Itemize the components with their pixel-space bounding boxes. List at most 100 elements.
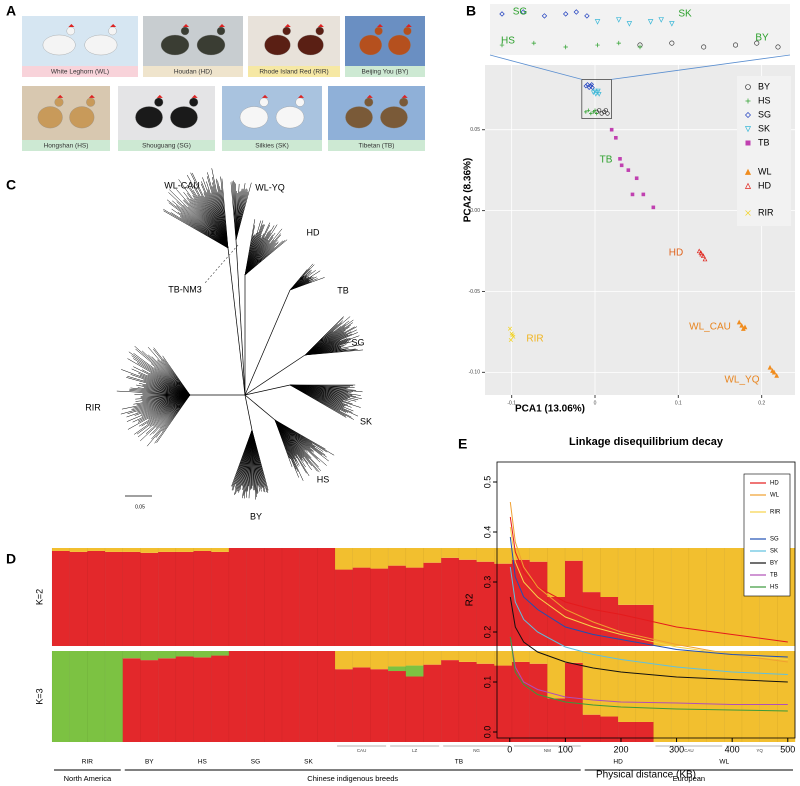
legend-label: WL <box>758 166 772 176</box>
point <box>647 19 654 25</box>
group-label: SK <box>304 759 313 766</box>
photo <box>248 16 340 66</box>
legend-label: SK <box>770 549 778 555</box>
bar-segment <box>335 669 353 742</box>
photo-caption: Beijing You (BY) <box>362 69 409 76</box>
point <box>586 108 591 113</box>
bar-segment <box>441 651 460 661</box>
bar-segment <box>317 651 336 742</box>
bar-segment <box>352 667 371 742</box>
chicken-comb <box>298 94 304 98</box>
chicken-head <box>259 97 269 107</box>
point <box>499 11 505 17</box>
tree-branch <box>235 239 246 396</box>
chicken-comb <box>219 24 225 27</box>
line-series <box>509 636 788 712</box>
chicken-head <box>154 97 164 107</box>
bar-segment <box>211 551 230 646</box>
chicken-body <box>239 106 269 129</box>
chicken-body <box>69 106 95 129</box>
bar-segment <box>246 548 265 646</box>
panel-letter: E <box>458 436 467 452</box>
tree-branch <box>244 394 276 421</box>
chicken-comb <box>262 94 268 98</box>
bar-segment <box>706 548 725 646</box>
bar-segment <box>582 714 601 742</box>
bar-segment <box>140 548 159 553</box>
tree-branch <box>127 358 191 396</box>
bar-segment <box>653 651 672 742</box>
subgroup-label: YQ <box>756 748 763 753</box>
bar-segment <box>547 698 566 742</box>
y-tick-label: 0.3 <box>482 576 492 589</box>
point <box>616 40 621 46</box>
point <box>573 9 580 15</box>
photo <box>222 86 322 140</box>
bar-segment <box>476 561 495 646</box>
point <box>584 110 588 114</box>
bar-segment <box>618 721 636 742</box>
group-label: HD <box>613 759 623 766</box>
chart-title: Linkage disequilibrium decay <box>569 436 724 448</box>
point <box>774 373 780 378</box>
bar-segment <box>600 548 619 597</box>
legend-label: HS <box>758 95 771 105</box>
tree-branch <box>274 419 326 450</box>
annotation: WL_YQ <box>724 375 759 386</box>
bar-segment <box>618 548 636 605</box>
bar-segment <box>441 660 460 742</box>
point <box>641 192 646 197</box>
point <box>616 17 622 23</box>
bar-segment <box>405 651 424 666</box>
bar-segment <box>458 548 477 560</box>
bar-segment <box>511 559 530 646</box>
photo <box>345 16 425 66</box>
bar-segment <box>724 548 743 646</box>
bar-segment <box>175 548 194 552</box>
bar-segment <box>299 651 318 742</box>
point <box>626 21 633 27</box>
tree-branch <box>127 394 191 430</box>
bar-segment <box>122 551 141 646</box>
bar-segment <box>122 658 141 742</box>
bar-segment <box>405 548 424 568</box>
photo-caption: White Leghorn (WL) <box>51 69 109 76</box>
bar-segment <box>352 548 371 568</box>
point <box>618 157 622 161</box>
x-tick-label: 400 <box>725 744 740 754</box>
plot-frame <box>496 461 796 739</box>
bar-segment <box>724 651 743 742</box>
panel-letter: A <box>6 3 16 19</box>
point <box>698 250 704 255</box>
tree-label: WL-YQ <box>255 182 285 192</box>
point <box>585 82 590 87</box>
bar-segment <box>529 651 548 664</box>
bar-segment <box>653 548 672 646</box>
bar-segment <box>529 663 548 742</box>
point <box>739 322 745 328</box>
caption-bar <box>118 140 215 151</box>
bar-segment <box>423 651 442 665</box>
chicken-head <box>399 97 409 107</box>
bar-segment <box>370 669 389 742</box>
legend-marker <box>745 210 751 216</box>
bar-segment <box>565 560 583 646</box>
chicken-body <box>135 106 163 129</box>
zoom-connector <box>489 54 582 80</box>
chicken-comb <box>401 94 408 98</box>
tree-branch <box>244 354 306 396</box>
chicken-head <box>315 26 324 36</box>
bar-segment <box>317 548 336 646</box>
bar-segment <box>688 651 707 742</box>
point <box>603 108 608 113</box>
photo-caption: Silkies (SK) <box>255 143 289 150</box>
bar-segment <box>87 548 106 551</box>
bar-segment <box>69 548 88 552</box>
annotation: SG <box>513 7 528 18</box>
legend-label: BY <box>758 81 770 91</box>
bar-segment <box>476 651 495 664</box>
bar-segment <box>741 651 760 742</box>
bar-segment <box>777 651 796 742</box>
subgroup-label: NM <box>544 748 551 753</box>
